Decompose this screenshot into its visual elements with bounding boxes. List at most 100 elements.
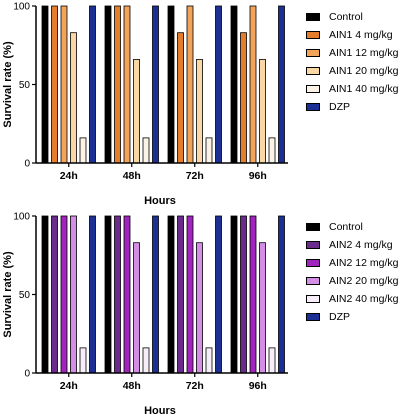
legend-label: AIN1 40 mg/kg: [329, 83, 399, 95]
bar-24h-series-0: [41, 215, 49, 374]
legend-label: AIN1 20 mg/kg: [329, 65, 399, 77]
bar-72h-series-4: [205, 137, 213, 164]
bar-24h-series-4: [79, 137, 87, 164]
legend-swatch: [306, 295, 320, 303]
bar-96h-series-1: [240, 32, 247, 164]
legend-label: AIN2 12 mg/kg: [329, 257, 399, 269]
legend-label: AIN2 20 mg/kg: [329, 275, 399, 287]
y-tick-label: 100: [13, 212, 30, 223]
bar-48h-series-2: [123, 215, 131, 374]
bar-72h-series-1: [177, 32, 184, 164]
legend-swatch: [306, 67, 320, 75]
legend-item: AIN1 20 mg/kg: [306, 62, 398, 80]
bar-72h-series-0: [167, 5, 175, 164]
legend-swatch: [306, 241, 320, 249]
legend-swatch: [306, 223, 320, 231]
legend-swatch: [306, 31, 320, 39]
bar-96h-series-1: [240, 215, 247, 374]
bar-72h-series-2: [186, 5, 194, 164]
legend-item: AIN2 4 mg/kg: [306, 236, 398, 254]
bar-72h-series-5: [215, 215, 222, 374]
bar-24h-series-3: [70, 32, 77, 164]
legend-label: AIN1 4 mg/kg: [329, 29, 393, 41]
legend-item: DZP: [306, 308, 398, 326]
bar-72h-series-3: [196, 242, 203, 374]
x-tick-label: 24h: [60, 380, 78, 392]
x-tick-label: 24h: [60, 170, 78, 182]
bar-48h-series-2: [123, 5, 131, 164]
legend-label: AIN2 4 mg/kg: [329, 239, 393, 251]
x-tick-label: 72h: [186, 170, 204, 182]
bar-72h-series-5: [215, 5, 222, 164]
bar-72h-series-0: [167, 215, 175, 374]
y-axis-title: Survival rate (%): [2, 251, 14, 338]
bar-96h-series-4: [268, 347, 276, 374]
x-tick-label: 96h: [249, 170, 267, 182]
y-tick-label: 100: [13, 2, 30, 13]
bar-24h-series-5: [89, 5, 96, 164]
legend: Control AIN2 4 mg/kg AIN2 12 mg/kg AIN2 20 …: [306, 218, 398, 326]
bar-72h-series-4: [205, 347, 213, 374]
legend-item: Control: [306, 218, 398, 236]
legend-item: Control: [306, 8, 398, 26]
y-tick-label: 50: [19, 290, 31, 301]
legend: Control AIN1 4 mg/kg AIN1 12 mg/kg AIN1 20 …: [306, 8, 398, 116]
y-tick-label: 50: [19, 80, 31, 91]
bar-chart-ain2: 0 50 100 24h 48h 72h 96h Hours Survival rate (%): [2, 212, 288, 417]
bar-24h-series-0: [41, 5, 49, 164]
bar-48h-series-5: [152, 215, 159, 374]
bar-24h-series-2: [60, 215, 68, 374]
legend-item: DZP: [306, 98, 398, 116]
bar-96h-series-5: [278, 215, 285, 374]
bar-chart-ain1: 0 50 100 24h 48h 72h 96h Hours Survival rate (%): [2, 2, 288, 207]
legend-item: AIN2 12 mg/kg: [306, 254, 398, 272]
bar-48h-series-5: [152, 5, 159, 164]
legend-item: AIN1 12 mg/kg: [306, 44, 398, 62]
x-tick-label: 72h: [186, 380, 204, 392]
legend-swatch: [306, 277, 320, 285]
bar-48h-series-1: [114, 5, 121, 164]
x-axis-title: Hours: [144, 405, 176, 417]
legend-item: AIN1 40 mg/kg: [306, 80, 398, 98]
bar-24h-series-5: [89, 215, 96, 374]
legend-swatch: [306, 13, 320, 21]
y-tick-label: 0: [24, 369, 30, 380]
bar-24h-series-3: [70, 215, 77, 374]
bar-48h-series-1: [114, 215, 121, 374]
chart-panel-ain2: 0 50 100 24h 48h 72h 96h Hours Survival rate (%)…: [0, 210, 400, 420]
bar-24h-series-1: [51, 215, 58, 374]
bar-72h-series-3: [196, 58, 203, 164]
bar-72h-series-1: [177, 215, 184, 374]
legend-swatch: [306, 49, 320, 57]
x-tick-label: 96h: [249, 380, 267, 392]
legend-label: DZP: [329, 101, 350, 113]
bar-96h-series-4: [268, 137, 276, 164]
bar-96h-series-3: [259, 58, 266, 164]
bar-48h-series-3: [133, 58, 140, 164]
x-tick-label: 48h: [123, 380, 141, 392]
legend-swatch: [306, 85, 320, 93]
y-axis-title: Survival rate (%): [2, 41, 14, 128]
bar-96h-series-2: [249, 5, 257, 164]
bar-24h-series-2: [60, 5, 68, 164]
legend-item: AIN2 20 mg/kg: [306, 272, 398, 290]
legend-label: Control: [329, 221, 363, 233]
legend-label: Control: [329, 11, 363, 23]
chart-panel-ain1: 0 50 100 24h 48h 72h 96h Hours Survival rate (%)…: [2, 2, 398, 208]
bar-96h-series-2: [249, 215, 257, 374]
bar-24h-series-4: [79, 347, 87, 374]
bar-48h-series-4: [142, 347, 150, 374]
legend-label: AIN1 12 mg/kg: [329, 47, 399, 59]
bar-48h-series-0: [104, 5, 112, 164]
legend-swatch: [306, 103, 320, 111]
legend-item: AIN1 4 mg/kg: [306, 26, 398, 44]
legend-label: DZP: [329, 311, 350, 323]
bar-48h-series-3: [133, 242, 140, 374]
legend-swatch: [306, 259, 320, 267]
x-axis-title: Hours: [144, 195, 176, 207]
legend-swatch: [306, 313, 320, 321]
bar-48h-series-4: [142, 137, 150, 164]
bar-96h-series-5: [278, 5, 285, 164]
x-tick-label: 48h: [123, 170, 141, 182]
bar-24h-series-1: [51, 5, 58, 164]
